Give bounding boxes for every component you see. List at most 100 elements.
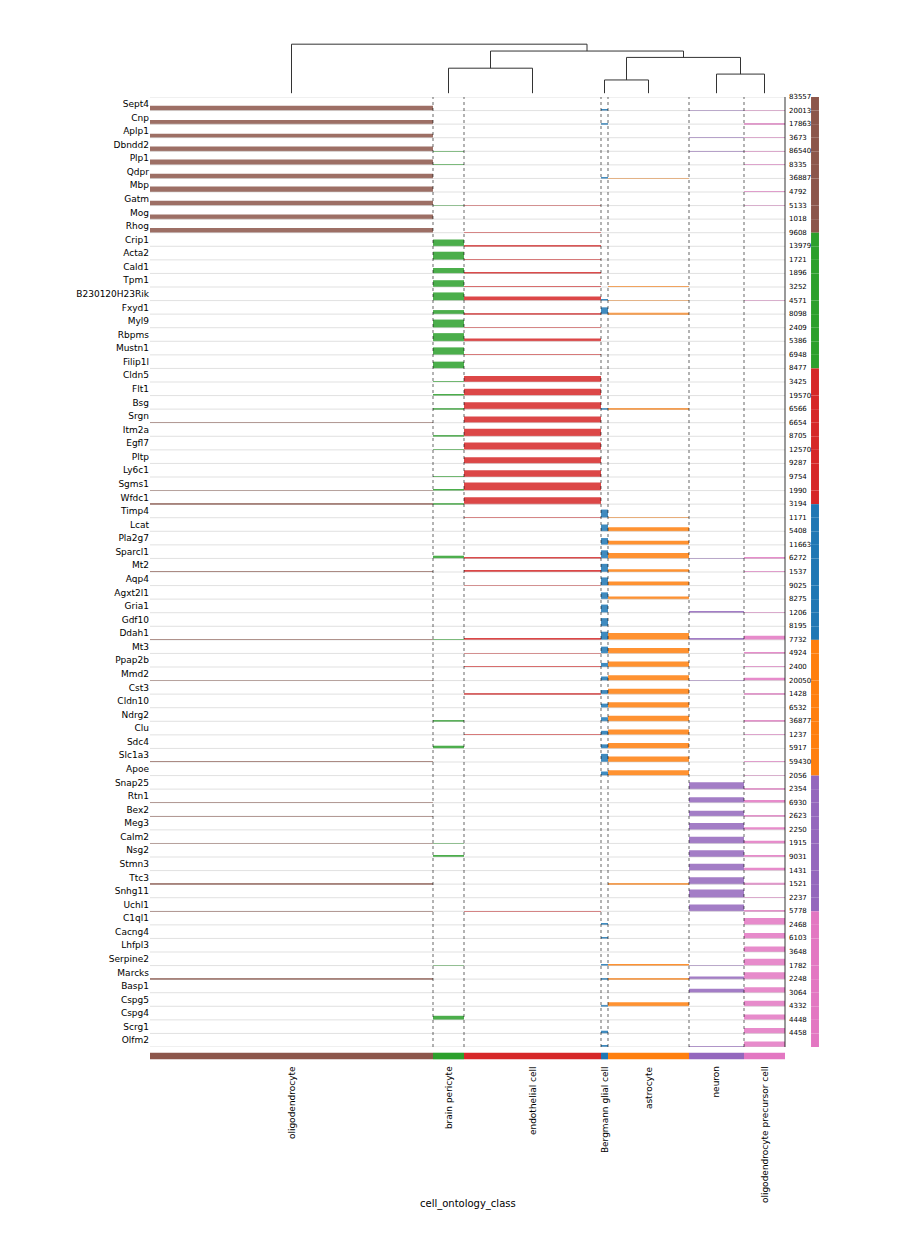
svg-text:Olfm2: Olfm2 [122, 1035, 149, 1045]
svg-text:5408: 5408 [789, 527, 807, 535]
svg-text:Snap25: Snap25 [115, 778, 149, 788]
svg-text:1521: 1521 [789, 880, 807, 888]
svg-text:B230120H23Rik: B230120H23Rik [76, 289, 150, 299]
svg-text:4571: 4571 [789, 297, 807, 305]
svg-text:Scrg1: Scrg1 [123, 1022, 149, 1032]
svg-text:Cldn10: Cldn10 [117, 696, 149, 706]
svg-text:9031: 9031 [789, 853, 807, 861]
svg-text:Plp1: Plp1 [130, 153, 149, 163]
svg-text:Fxyd1: Fxyd1 [122, 303, 149, 313]
svg-text:brain pericyte: brain pericyte [444, 1066, 454, 1129]
svg-text:Wfdc1: Wfdc1 [121, 493, 149, 503]
svg-text:Agxt2l1: Agxt2l1 [114, 588, 149, 598]
svg-text:Myl9: Myl9 [128, 316, 150, 326]
svg-text:Snhg11: Snhg11 [115, 886, 149, 896]
svg-text:Tpm1: Tpm1 [122, 275, 149, 285]
svg-text:Qdpr: Qdpr [127, 167, 150, 177]
svg-text:Basp1: Basp1 [121, 981, 149, 991]
svg-text:4332: 4332 [789, 1002, 807, 1010]
svg-text:2623: 2623 [789, 812, 807, 820]
svg-text:1237: 1237 [789, 731, 807, 739]
svg-text:Itm2a: Itm2a [123, 425, 149, 435]
svg-text:4448: 4448 [789, 1016, 807, 1024]
svg-text:3064: 3064 [789, 989, 807, 997]
svg-text:1782: 1782 [789, 962, 807, 970]
svg-text:Acta2: Acta2 [123, 248, 149, 258]
svg-text:5386: 5386 [789, 337, 807, 345]
svg-text:Mbp: Mbp [130, 180, 149, 190]
svg-text:1721: 1721 [789, 256, 807, 264]
svg-text:Rbpms: Rbpms [118, 330, 149, 340]
svg-text:12570: 12570 [789, 446, 811, 454]
svg-text:2248: 2248 [789, 975, 807, 983]
svg-text:6532: 6532 [789, 704, 807, 712]
svg-text:Pltp: Pltp [132, 452, 149, 462]
svg-text:5778: 5778 [789, 907, 807, 915]
svg-text:astrocyte: astrocyte [644, 1067, 654, 1110]
svg-text:8098: 8098 [789, 310, 807, 318]
svg-text:Mustn1: Mustn1 [116, 343, 149, 353]
svg-text:2400: 2400 [789, 663, 807, 671]
svg-text:Crip1: Crip1 [125, 235, 149, 245]
svg-text:Dbndd2: Dbndd2 [114, 140, 150, 150]
svg-text:1537: 1537 [789, 568, 807, 576]
svg-text:6930: 6930 [789, 799, 807, 807]
svg-text:2409: 2409 [789, 324, 807, 332]
svg-text:86540: 86540 [789, 147, 811, 155]
svg-text:cell_ontology_class: cell_ontology_class [420, 1198, 516, 1210]
svg-text:Ndrg2: Ndrg2 [122, 710, 149, 720]
svg-text:Egfl7: Egfl7 [126, 438, 149, 448]
svg-text:Cspg4: Cspg4 [121, 1008, 149, 1018]
svg-text:Mt3: Mt3 [132, 642, 149, 652]
svg-text:Bergmann glial cell: Bergmann glial cell [600, 1066, 610, 1153]
svg-text:Clu: Clu [135, 723, 150, 733]
svg-text:Stmn3: Stmn3 [120, 859, 149, 869]
svg-text:Slc1a3: Slc1a3 [119, 750, 149, 760]
svg-text:Bsg: Bsg [132, 398, 149, 408]
svg-text:8195: 8195 [789, 622, 807, 630]
svg-text:Ttc3: Ttc3 [128, 873, 149, 883]
svg-text:Cald1: Cald1 [123, 262, 149, 272]
svg-text:59430: 59430 [789, 758, 811, 766]
svg-text:3194: 3194 [789, 500, 807, 508]
svg-text:20050: 20050 [789, 677, 811, 685]
svg-text:Cnp: Cnp [131, 113, 149, 123]
svg-text:1990: 1990 [789, 487, 807, 495]
svg-text:Aplp1: Aplp1 [123, 126, 149, 136]
svg-text:Rtn1: Rtn1 [128, 791, 149, 801]
svg-text:C1ql1: C1ql1 [123, 913, 149, 923]
svg-text:83557: 83557 [789, 93, 811, 101]
svg-text:Mmd2: Mmd2 [121, 669, 149, 679]
svg-text:Ddah1: Ddah1 [119, 628, 149, 638]
svg-text:3425: 3425 [789, 378, 807, 386]
svg-text:endothelial cell: endothelial cell [528, 1066, 538, 1135]
svg-text:Sept4: Sept4 [123, 99, 149, 109]
svg-text:Flt1: Flt1 [132, 384, 149, 394]
svg-text:Gria1: Gria1 [125, 601, 149, 611]
svg-text:Gdf10: Gdf10 [122, 615, 150, 625]
svg-text:2468: 2468 [789, 921, 807, 929]
svg-text:1018: 1018 [789, 215, 807, 223]
svg-text:Lcat: Lcat [130, 520, 149, 530]
svg-text:Ppap2b: Ppap2b [115, 655, 149, 665]
svg-text:Cst3: Cst3 [129, 683, 149, 693]
svg-text:Marcks: Marcks [117, 968, 149, 978]
svg-text:9608: 9608 [789, 229, 807, 237]
svg-text:Bex2: Bex2 [126, 805, 149, 815]
svg-text:19570: 19570 [789, 392, 811, 400]
svg-text:Cldn5: Cldn5 [123, 370, 149, 380]
svg-text:Aqp4: Aqp4 [126, 574, 149, 584]
svg-text:9287: 9287 [789, 459, 807, 467]
svg-text:oligodendrocyte: oligodendrocyte [287, 1066, 297, 1139]
svg-text:Sparcl1: Sparcl1 [115, 547, 149, 557]
svg-text:Filip1l: Filip1l [123, 357, 149, 367]
svg-text:Calm2: Calm2 [120, 832, 149, 842]
svg-text:oligodendrocyte precursor cell: oligodendrocyte precursor cell [760, 1066, 770, 1203]
svg-text:Apoe: Apoe [126, 764, 149, 774]
svg-text:6654: 6654 [789, 419, 807, 427]
svg-text:20013: 20013 [789, 107, 811, 115]
svg-text:Mog: Mog [130, 208, 149, 218]
svg-text:Meg3: Meg3 [124, 818, 149, 828]
svg-text:1171: 1171 [789, 514, 807, 522]
svg-text:2354: 2354 [789, 785, 807, 793]
